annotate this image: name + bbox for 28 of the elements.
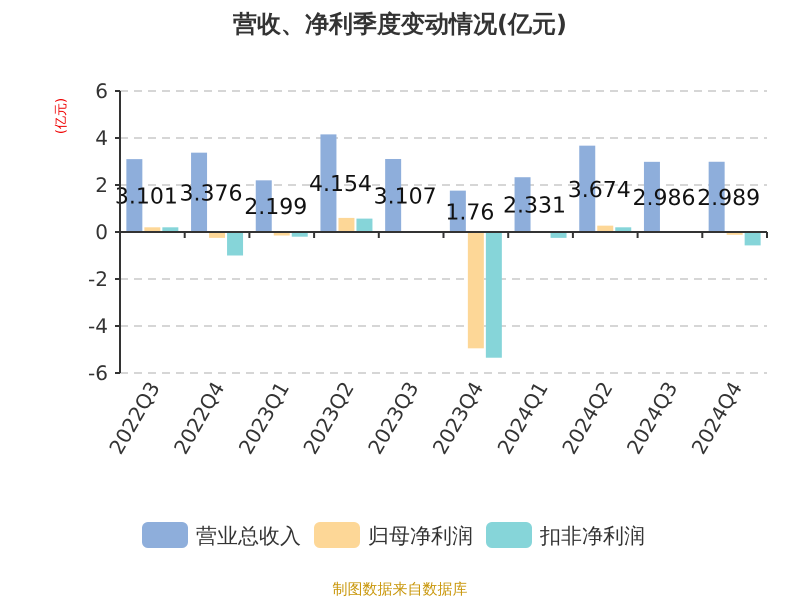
data-label: 4.154 <box>308 172 372 198</box>
text: 制图数据来自数据库 <box>332 580 468 598</box>
y-tick-label: -4 <box>88 314 108 338</box>
bar <box>227 232 244 256</box>
data-label: 3.107 <box>374 184 437 210</box>
y-tick-label: -2 <box>88 267 108 291</box>
y-axis-title: (亿元) <box>54 98 69 134</box>
data-label: 2.989 <box>697 186 760 211</box>
data-label: 2.331 <box>503 194 566 219</box>
chart-title: 营收、净利季度变动情况(亿元) <box>232 10 567 38</box>
bar <box>338 218 354 232</box>
legend-label: 营业总收入 <box>196 524 301 548</box>
data-label: 2.986 <box>632 186 696 211</box>
data-label: 2.199 <box>244 195 308 220</box>
bar <box>744 232 761 246</box>
bar <box>356 218 372 232</box>
y-tick-label: 4 <box>95 126 108 150</box>
y-tick-label: -6 <box>88 361 108 385</box>
y-tick-label: 2 <box>95 173 108 197</box>
bar <box>486 232 502 358</box>
y-tick-label: 0 <box>95 220 108 244</box>
bar <box>468 232 484 348</box>
legend-label: 扣非净利润 <box>539 524 645 548</box>
data-label: 3.674 <box>568 178 631 203</box>
legend-label: 归母净利润 <box>368 524 473 548</box>
data-label: 1.76 <box>445 200 494 226</box>
y-tick-label: 6 <box>95 79 108 103</box>
data-label: 3.376 <box>180 181 243 206</box>
